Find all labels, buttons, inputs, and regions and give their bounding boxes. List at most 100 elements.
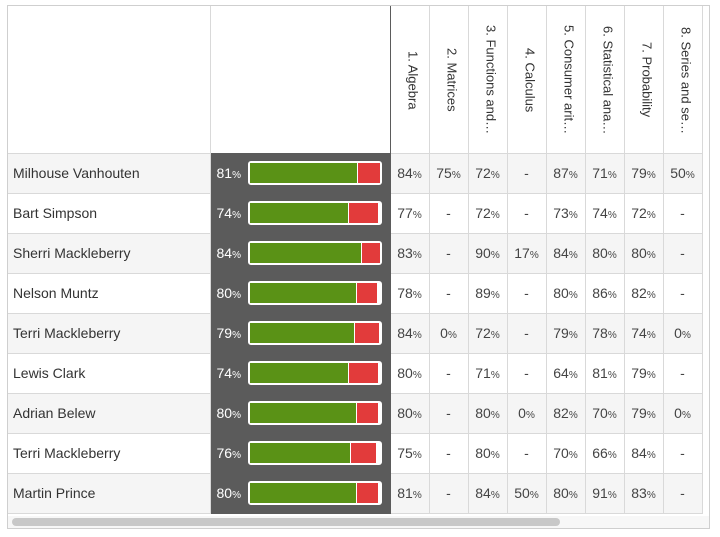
topic-score-cell[interactable]: -: [429, 193, 469, 234]
topic-score-cell[interactable]: -: [507, 273, 547, 314]
topic-score-cell[interactable]: 80%: [468, 433, 508, 474]
topic-score-cell[interactable]: 71%: [468, 353, 508, 394]
topic-score-cell[interactable]: 78%: [390, 273, 430, 314]
topic-score-cell[interactable]: 74%: [624, 313, 664, 354]
student-name[interactable]: Martin Prince: [8, 473, 211, 514]
table-row[interactable]: Sherri Mackleberry 84% 83% -90% 17% 84% 80% 80%…: [8, 233, 703, 274]
topic-score-cell[interactable]: 79%: [546, 313, 586, 354]
student-name[interactable]: Sherri Mackleberry: [8, 233, 211, 274]
topic-score-cell[interactable]: 79%: [624, 153, 664, 194]
topic-score-cell[interactable]: 80%: [546, 273, 586, 314]
topic-score-cell[interactable]: -: [429, 393, 469, 434]
topic-column-header[interactable]: 8. Series and se…: [663, 6, 703, 154]
topic-score-cell[interactable]: -: [663, 433, 703, 474]
topic-score-cell[interactable]: -: [507, 353, 547, 394]
topic-score-cell[interactable]: 81%: [390, 473, 430, 514]
topic-column-header[interactable]: 6. Statistical ana…: [585, 6, 625, 154]
topic-score-cell[interactable]: 84%: [546, 233, 586, 274]
topic-score-cell[interactable]: 72%: [624, 193, 664, 234]
topic-score-cell[interactable]: 50%: [507, 473, 547, 514]
topic-score-cell[interactable]: 66%: [585, 433, 625, 474]
topic-column-header[interactable]: 1. Algebra: [390, 6, 430, 154]
topic-score-cell[interactable]: -: [507, 313, 547, 354]
topic-score-cell[interactable]: 72%: [468, 313, 508, 354]
topic-score-cell[interactable]: -: [507, 433, 547, 474]
topic-column-header[interactable]: 3. Functions and…: [468, 6, 508, 154]
topic-score-cell[interactable]: 0%: [429, 313, 469, 354]
topic-column-header[interactable]: 4. Calculus: [507, 6, 547, 154]
table-row[interactable]: Adrian Belew 80% 80% -80% 0% 82% 70% 79% 0%: [8, 393, 703, 434]
student-name[interactable]: Milhouse Vanhouten: [8, 153, 211, 194]
topic-column-header[interactable]: 5. Consumer arit…: [546, 6, 586, 154]
topic-score-cell[interactable]: 84%: [468, 473, 508, 514]
topic-score-cell[interactable]: 80%: [468, 393, 508, 434]
topic-score-cell[interactable]: 72%: [468, 193, 508, 234]
topic-score-cell[interactable]: 73%: [546, 193, 586, 234]
table-row[interactable]: Lewis Clark 74% 80% -71% -64% 81% 79% -: [8, 353, 703, 394]
topic-score-cell[interactable]: -: [429, 273, 469, 314]
topic-score-cell[interactable]: 82%: [546, 393, 586, 434]
topic-score-cell[interactable]: -: [663, 473, 703, 514]
topic-score-cell[interactable]: -: [429, 353, 469, 394]
topic-score-cell[interactable]: 70%: [546, 433, 586, 474]
topic-score-cell[interactable]: 75%: [429, 153, 469, 194]
topic-score-cell[interactable]: 86%: [585, 273, 625, 314]
topic-score-cell[interactable]: -: [507, 193, 547, 234]
student-name[interactable]: Bart Simpson: [8, 193, 211, 234]
student-name[interactable]: Lewis Clark: [8, 353, 211, 394]
topic-score-cell[interactable]: 79%: [624, 353, 664, 394]
topic-score-cell[interactable]: 82%: [624, 273, 664, 314]
student-name[interactable]: Terri Mackleberry: [8, 433, 211, 474]
topic-score-cell[interactable]: -: [429, 433, 469, 474]
topic-score-cell[interactable]: 75%: [390, 433, 430, 474]
table-row[interactable]: Martin Prince 80% 81% -84% 50% 80% 91% 83% -: [8, 473, 703, 514]
topic-score-cell[interactable]: 84%: [390, 153, 430, 194]
topic-score-cell[interactable]: -: [429, 473, 469, 514]
topic-score-cell[interactable]: -: [507, 153, 547, 194]
topic-score-cell[interactable]: -: [429, 233, 469, 274]
scrollbar-thumb[interactable]: [12, 518, 560, 526]
topic-column-header[interactable]: 2. Matrices: [429, 6, 469, 154]
table-row[interactable]: Terri Mackleberry 79% 84% 0% 72% -79% 78% 74% 0%: [8, 313, 703, 354]
topic-score-cell[interactable]: -: [663, 353, 703, 394]
topic-score-cell[interactable]: 80%: [546, 473, 586, 514]
topic-score-cell[interactable]: 0%: [663, 313, 703, 354]
topic-score-cell[interactable]: 79%: [624, 393, 664, 434]
table-row[interactable]: Nelson Muntz 80% 78% -89% -80% 86% 82% -: [8, 273, 703, 314]
topic-score-cell[interactable]: 80%: [624, 233, 664, 274]
topic-score-cell[interactable]: 74%: [585, 193, 625, 234]
topic-score-cell[interactable]: 91%: [585, 473, 625, 514]
topic-score-cell[interactable]: 17%: [507, 233, 547, 274]
topic-score-cell[interactable]: 70%: [585, 393, 625, 434]
topic-score-cell[interactable]: 0%: [507, 393, 547, 434]
topic-score-cell[interactable]: 50%: [663, 153, 703, 194]
topic-score-cell[interactable]: 84%: [624, 433, 664, 474]
topic-score-cell[interactable]: 84%: [390, 313, 430, 354]
topic-column-header[interactable]: 7. Probability: [624, 6, 664, 154]
topic-score-cell[interactable]: 80%: [390, 353, 430, 394]
student-name[interactable]: Terri Mackleberry: [8, 313, 211, 354]
topic-score-cell[interactable]: 77%: [390, 193, 430, 234]
student-name[interactable]: Nelson Muntz: [8, 273, 211, 314]
topic-score-cell[interactable]: 90%: [468, 233, 508, 274]
table-row[interactable]: Milhouse Vanhouten 81% 84% 75% 72% -87% 71% 79%…: [8, 153, 703, 194]
topic-score-cell[interactable]: 80%: [390, 393, 430, 434]
topic-score-cell[interactable]: 83%: [390, 233, 430, 274]
total-column-header[interactable]: Total: [210, 6, 391, 154]
topic-score-cell[interactable]: 71%: [585, 153, 625, 194]
topic-score-cell[interactable]: 78%: [585, 313, 625, 354]
table-row[interactable]: Bart Simpson 74% 77% -72% -73% 74% 72% -: [8, 193, 703, 234]
topic-score-cell[interactable]: 80%: [585, 233, 625, 274]
topic-score-cell[interactable]: 0%: [663, 393, 703, 434]
topic-score-cell[interactable]: 64%: [546, 353, 586, 394]
student-name[interactable]: Adrian Belew: [8, 393, 211, 434]
topic-score-cell[interactable]: -: [663, 193, 703, 234]
topic-score-cell[interactable]: 83%: [624, 473, 664, 514]
topic-score-cell[interactable]: 72%: [468, 153, 508, 194]
topic-score-cell[interactable]: -: [663, 273, 703, 314]
topic-score-cell[interactable]: 89%: [468, 273, 508, 314]
horizontal-scrollbar[interactable]: [8, 516, 709, 528]
table-row[interactable]: Terri Mackleberry 76% 75% -80% -70% 66% 84% -: [8, 433, 703, 474]
topic-score-cell[interactable]: -: [663, 233, 703, 274]
topic-score-cell[interactable]: 81%: [585, 353, 625, 394]
